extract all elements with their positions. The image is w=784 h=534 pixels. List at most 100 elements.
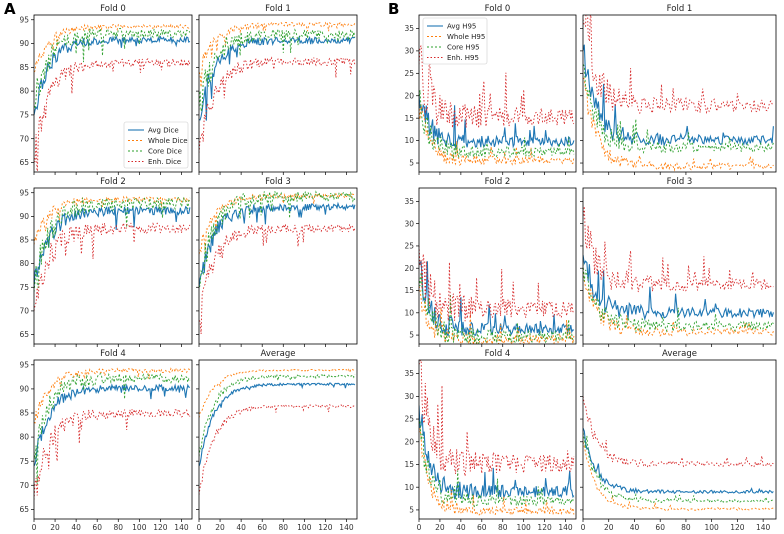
series-core-dice	[34, 372, 191, 485]
x-tick-label: 60	[655, 523, 665, 532]
subplot-title: Fold 1	[667, 4, 693, 14]
legend-label: Avg H95	[447, 23, 476, 31]
series-avg-dice	[34, 383, 190, 467]
x-tick-label: 60	[257, 523, 267, 532]
y-tick-label: 85	[19, 236, 29, 245]
series-enh-dice	[34, 408, 191, 500]
y-tick-label: 15	[404, 460, 414, 469]
series-avg-h95	[419, 259, 575, 336]
series-enh-dice	[199, 403, 356, 495]
y-tick-label: 35	[404, 369, 414, 378]
subplot-a-3: Fold 3	[196, 177, 358, 347]
axes-frame	[418, 187, 577, 345]
subplot-title: Fold 3	[265, 177, 291, 187]
series-core-dice	[199, 190, 356, 288]
y-tick-label: 10	[404, 308, 414, 317]
x-tick-label: 120	[153, 523, 168, 532]
series-avg-h95	[419, 405, 575, 500]
subplot-a-1: Fold 1	[196, 4, 358, 175]
y-tick-label: 35	[404, 24, 414, 33]
y-tick-label: 65	[19, 158, 29, 167]
x-tick-label: 80	[498, 523, 508, 532]
y-tick-label: 90	[19, 385, 29, 394]
axes-frame	[198, 187, 358, 345]
series-enh-h95	[583, 396, 774, 468]
subplot-b-1: Fold 1	[580, 4, 777, 175]
axes-frame	[418, 359, 577, 520]
subplot-b-3: Fold 3	[580, 177, 777, 347]
x-tick-label: 0	[417, 523, 422, 532]
series-core-h95	[419, 420, 575, 508]
series-enh-dice	[199, 56, 356, 154]
axes-frame	[33, 359, 193, 520]
subplot-b-5: Average 0 20 40 60 80 100 120 140	[580, 349, 777, 532]
subplot-grid: Fold 0 65 70 75 80 85 90 95 Avg Dice Whole Dice Co…	[19, 4, 777, 532]
series-avg-h95	[419, 95, 575, 150]
series-core-h95	[583, 64, 774, 154]
y-tick-label: 20	[404, 91, 414, 100]
legend-label: Whole Dice	[148, 137, 188, 145]
series-avg-h95	[583, 254, 774, 322]
legend-label: Enh. Dice	[148, 158, 181, 166]
subplot-a-0: Fold 0 65 70 75 80 85 90 95 Avg Dice Whole Dice Co…	[19, 4, 193, 175]
x-tick-label: 60	[477, 523, 487, 532]
subplot-title: Fold 0	[485, 4, 511, 14]
subplot-b-0: Fold 0 5 10 15 20 25 30 35 Avg H95 Whole H95 Core …	[404, 4, 577, 175]
y-tick-label: 95	[19, 15, 29, 24]
series-avg-h95	[583, 427, 774, 495]
y-tick-label: 25	[404, 69, 414, 78]
panel-letter-b: B	[388, 0, 399, 18]
y-tick-label: 10	[404, 483, 414, 492]
series-avg-dice	[34, 35, 191, 116]
y-tick-label: 85	[19, 409, 29, 418]
subplot-a-4: Fold 4 0 20 40 60 80 100 120 140 65 70 75 80 85 90 95	[19, 349, 193, 532]
subplot-title: Average	[662, 349, 697, 359]
y-tick-label: 75	[19, 283, 29, 292]
x-tick-label: 100	[517, 523, 532, 532]
x-tick-label: 100	[132, 523, 147, 532]
y-tick-label: 5	[409, 159, 414, 168]
x-tick-label: 140	[174, 523, 189, 532]
series-avg-dice	[199, 382, 356, 467]
x-tick-label: 20	[50, 523, 60, 532]
legend-label: Whole H95	[447, 33, 485, 41]
series-whole-h95	[583, 77, 774, 172]
subplot-a-2: Fold 2 65 70 75 80 85 90 95	[19, 177, 193, 347]
axes-frame	[198, 14, 358, 173]
y-tick-label: 85	[19, 63, 29, 72]
series-whole-h95	[419, 104, 575, 166]
y-tick-label: 65	[19, 505, 29, 514]
axes-frame	[582, 14, 777, 173]
series-core-dice	[199, 373, 356, 457]
subplot-title: Fold 2	[485, 177, 511, 187]
series-whole-dice	[34, 23, 191, 73]
x-tick-label: 80	[681, 523, 691, 532]
x-tick-label: 120	[730, 523, 745, 532]
x-tick-label: 100	[297, 523, 312, 532]
y-tick-label: 20	[404, 437, 414, 446]
series-enh-dice	[199, 223, 356, 335]
y-tick-label: 80	[19, 87, 29, 96]
panel-letter-a: A	[4, 0, 16, 18]
series-enh-h95	[419, 360, 575, 477]
series-core-dice	[34, 196, 191, 293]
series-enh-dice	[34, 221, 191, 311]
axes-frame	[582, 187, 777, 345]
series-avg-dice	[199, 35, 356, 121]
series-whole-dice	[34, 195, 191, 245]
series-core-h95	[419, 90, 575, 159]
y-tick-label: 95	[19, 360, 29, 369]
subplot-title: Fold 4	[485, 349, 511, 359]
subplot-b-4: Fold 4 0 20 40 60 80 100 120 140 5 10 15 20 25 30 35	[404, 349, 577, 532]
x-tick-label: 140	[339, 523, 354, 532]
series-whole-h95	[419, 428, 575, 517]
y-tick-label: 75	[19, 457, 29, 466]
series-whole-h95	[419, 285, 575, 344]
legend-label: Core H95	[447, 44, 480, 52]
y-tick-label: 20	[404, 264, 414, 273]
x-tick-label: 120	[537, 523, 552, 532]
y-tick-label: 90	[19, 39, 29, 48]
series-avg-h95	[583, 44, 774, 148]
y-tick-label: 70	[19, 307, 29, 316]
